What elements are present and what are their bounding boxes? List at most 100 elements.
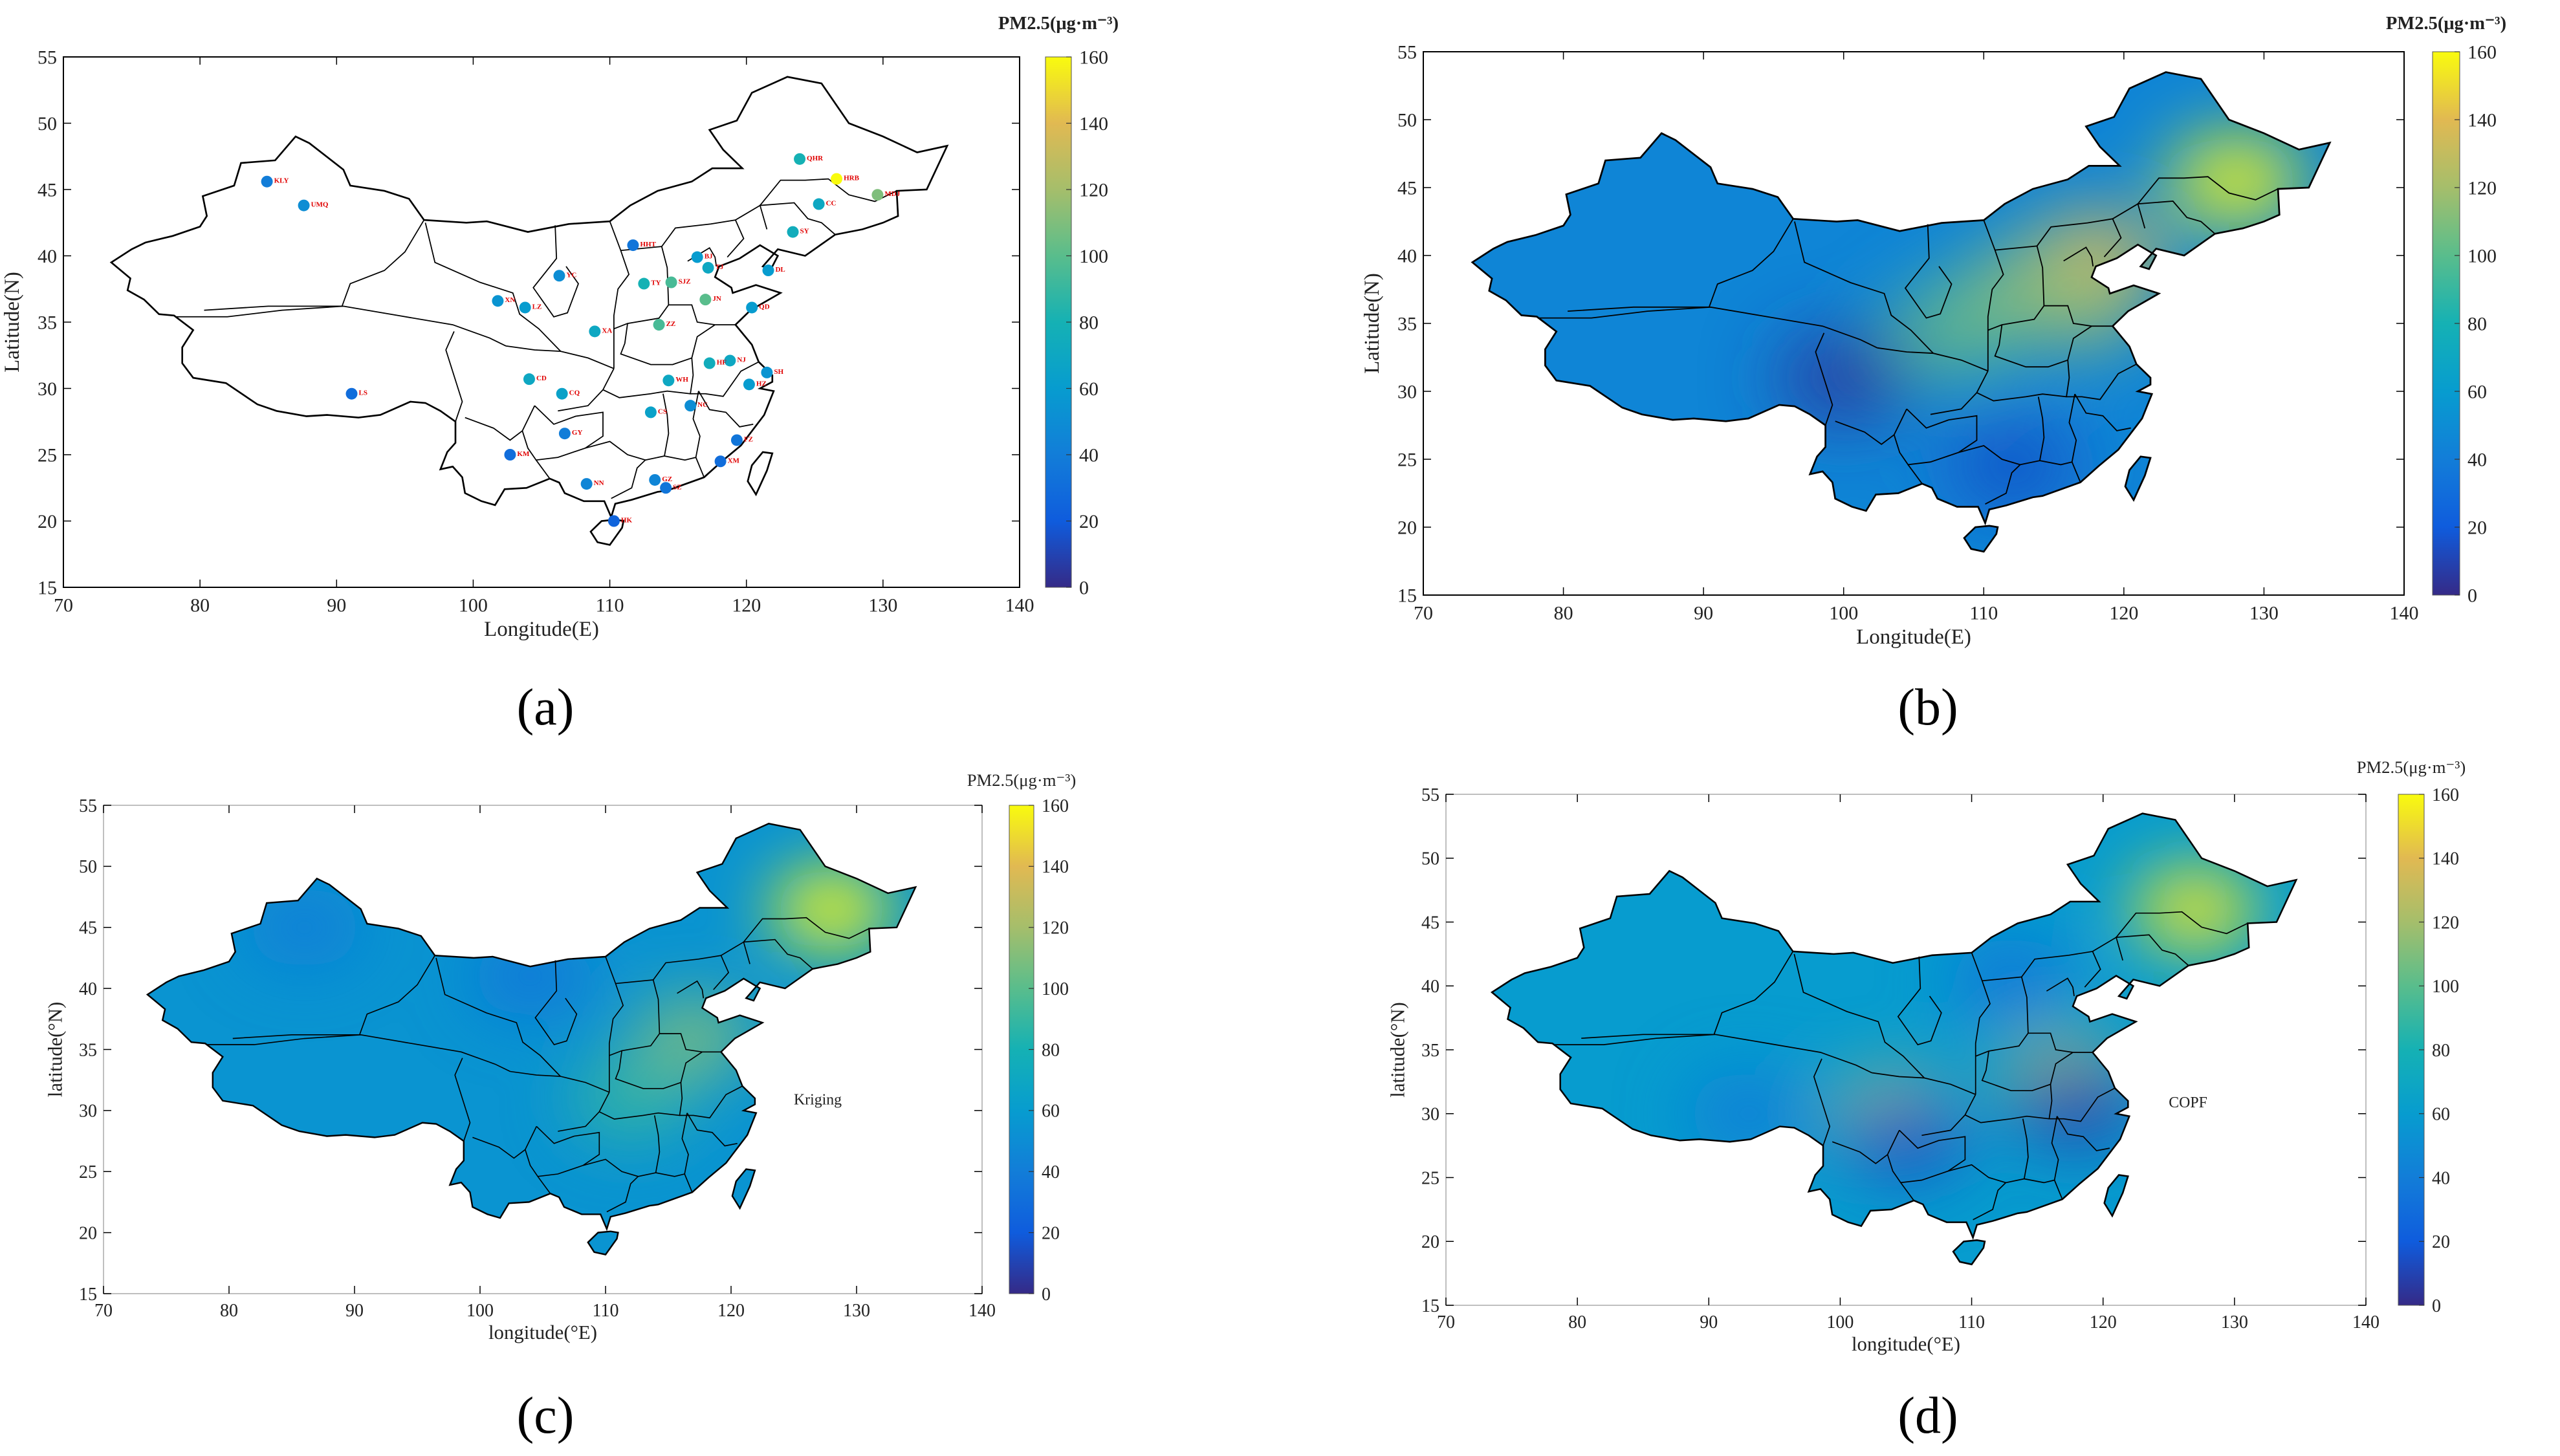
station-LS: LS <box>345 387 367 400</box>
x-tick-label: 130 <box>2221 1312 2248 1332</box>
x-tick-label: 120 <box>2090 1312 2117 1332</box>
station-HF: HF <box>703 357 727 369</box>
province-border-9 <box>2063 246 2094 266</box>
colorbar-tick-label: 100 <box>2432 977 2459 997</box>
colorbar-tick-label: 20 <box>1042 1223 1060 1243</box>
colorbar-tick-label: 160 <box>2432 785 2459 805</box>
station-FZ: FZ <box>730 434 753 446</box>
colorbar-tick-label: 140 <box>2432 849 2459 869</box>
station-ZZ: ZZ <box>653 319 675 331</box>
station-label: KLY <box>274 177 289 185</box>
station-marker <box>589 325 601 338</box>
colorbar-tick-label: 20 <box>2467 517 2487 539</box>
station-KLY: KLY <box>261 175 289 188</box>
y-tick-label: 15 <box>79 1285 97 1305</box>
y-tick-label: 30 <box>1421 1105 1439 1125</box>
province-border-10 <box>2044 305 2113 327</box>
y-tick-label: 45 <box>79 918 97 939</box>
station-marker <box>653 319 665 331</box>
province-border-24 <box>2116 911 2248 938</box>
panel-d: COPF 70 80 90 100 110 120 130 140 15 20 25 30 35 40 45 5… <box>1387 757 2466 1355</box>
province-border-25 <box>2112 203 2138 220</box>
province-border-24 <box>743 917 870 942</box>
colorbar-tick-label: 40 <box>1042 1162 1060 1182</box>
colorbar-title: PM2.5(μg·m⁻³) <box>998 14 1119 34</box>
station-label: CD <box>536 375 547 382</box>
hotspot-4 <box>1888 285 2023 375</box>
province-border-20 <box>1907 464 1923 484</box>
colorbar-tick-label: 0 <box>1079 578 1089 599</box>
hotspot-core <box>801 891 862 927</box>
station-JN: JN <box>699 294 721 306</box>
station-marker <box>662 375 675 387</box>
y-tick-label: 25 <box>38 445 57 466</box>
station-label: MDJ <box>884 190 900 198</box>
station-marker <box>813 198 825 210</box>
province-border-24 <box>760 178 897 206</box>
x-tick-label: 100 <box>1829 603 1858 624</box>
x-axis-label: longitude(°E) <box>488 1321 597 1343</box>
station-HHT: HHT <box>627 239 657 252</box>
station-marker <box>644 406 657 418</box>
y-tick-label: 40 <box>38 246 57 267</box>
station-marker <box>746 301 758 314</box>
station-label: XN <box>505 296 515 304</box>
x-tick-label: 100 <box>1826 1312 1854 1332</box>
station-label: UMQ <box>311 201 329 209</box>
station-marker <box>703 357 716 369</box>
method-label: Kriging <box>794 1091 842 1108</box>
station-marker <box>762 265 774 277</box>
y-tick-label: 55 <box>38 47 57 69</box>
province-border-8 <box>2021 950 2101 988</box>
x-tick-label: 120 <box>732 595 761 616</box>
province-border-1 <box>1538 306 1878 349</box>
station-marker <box>523 373 535 386</box>
province-border-15 <box>2006 1118 2029 1184</box>
colorbar-tick-label: 100 <box>1079 246 1108 267</box>
colorbar-tick-label: 0 <box>1042 1285 1051 1305</box>
province-border-5 <box>532 225 579 318</box>
station-label: QHR <box>807 155 824 162</box>
province-border-4 <box>1794 221 1934 354</box>
station-SJZ: SJZ <box>665 276 691 288</box>
y-tick-label: 25 <box>1421 1168 1439 1188</box>
colorbar-tick-label: 60 <box>2432 1105 2450 1125</box>
province-border-4 <box>435 957 561 1077</box>
x-tick-label: 120 <box>717 1301 745 1321</box>
colorbar-tick-label: 60 <box>1079 378 1099 400</box>
province-border-10 <box>659 1033 721 1053</box>
province-border-22 <box>2024 1178 2055 1184</box>
y-tick-label: 35 <box>1421 1041 1439 1061</box>
caption-a: (a) <box>517 679 574 736</box>
station-label: TJ <box>716 263 724 271</box>
province-border-23 <box>2115 934 2189 966</box>
colorbar-tick-label: 0 <box>2432 1296 2441 1316</box>
station-label: TY <box>651 279 661 287</box>
colorbar-tick-label: 40 <box>1079 445 1099 466</box>
province-border-15 <box>645 393 670 461</box>
station-label: WH <box>675 376 688 384</box>
country-outline <box>1490 812 2298 1240</box>
station-marker <box>787 226 799 238</box>
hotspot-core <box>2202 161 2270 201</box>
y-tick-label: 50 <box>38 113 57 135</box>
x-tick-label: 80 <box>1568 1312 1586 1332</box>
colorbar: 0 20 40 60 80 100 120 140 160 PM2.5(μg·m⁻³) <box>998 14 1119 599</box>
station-UMQ: UMQ <box>298 199 329 212</box>
station-marker <box>519 301 531 314</box>
colorbar-tick-label: 40 <box>2467 450 2487 471</box>
province-border-5 <box>1904 224 1953 319</box>
y-tick-label: 15 <box>1421 1296 1439 1316</box>
station-CQ: CQ <box>556 387 580 400</box>
y-tick-label: 55 <box>1397 42 1417 63</box>
x-tick-label: 100 <box>466 1301 494 1321</box>
colorbar-tick-label: 60 <box>1042 1102 1060 1122</box>
station-marker <box>504 449 516 461</box>
colorbar-title: PM2.5(μg·m⁻³) <box>2386 14 2506 34</box>
province-border-21 <box>1958 445 2022 505</box>
station-NJ: NJ <box>724 354 746 367</box>
station-GZ: GZ <box>649 473 672 486</box>
hainan-outline <box>587 1230 619 1255</box>
province-border-13 <box>558 368 615 412</box>
